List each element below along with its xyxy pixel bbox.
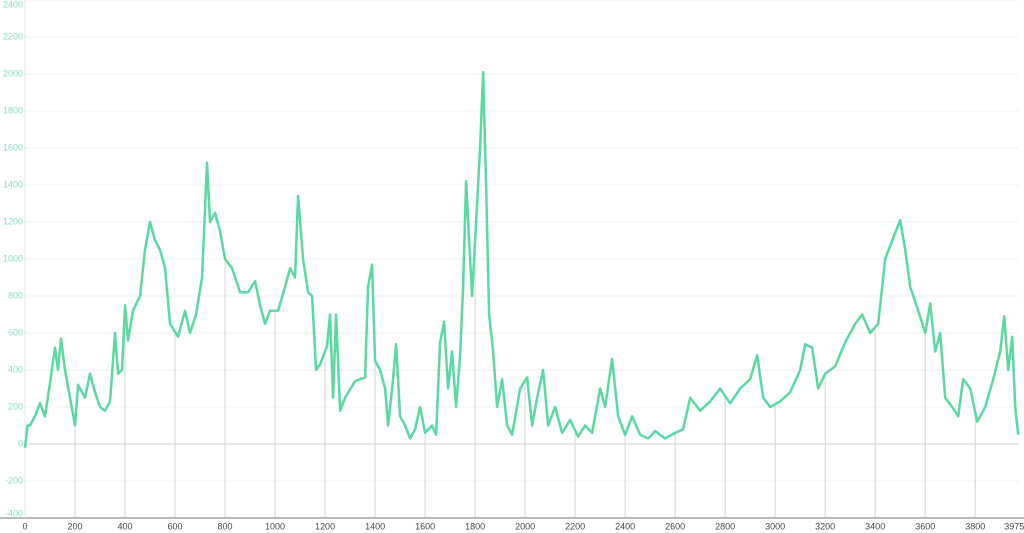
x-tick-label: 3200 — [815, 521, 835, 531]
x-tick-label: 200 — [67, 521, 82, 531]
y-tick-label: 200 — [8, 401, 23, 411]
y-tick-label: -400 — [5, 508, 23, 518]
y-tick-label: -200 — [5, 475, 23, 485]
y-tick-label: 1200 — [3, 216, 23, 226]
y-tick-label: 400 — [8, 364, 23, 374]
x-tick-label: 0 — [22, 521, 27, 531]
x-tick-label: 600 — [168, 521, 183, 531]
y-tick-label: 1600 — [3, 142, 23, 152]
x-tick-label: 3800 — [965, 521, 985, 531]
y-tick-label: 1800 — [3, 105, 23, 115]
x-tick-label: 2200 — [565, 521, 585, 531]
y-tick-label: 2200 — [3, 31, 23, 41]
y-tick-label: 1000 — [3, 253, 23, 263]
x-tick-label: 1800 — [465, 521, 485, 531]
x-tick-label: 3400 — [865, 521, 885, 531]
x-tick-label: 2800 — [715, 521, 735, 531]
x-tick-label: 2600 — [665, 521, 685, 531]
x-tick-label: 400 — [118, 521, 133, 531]
y-tick-label: 2400 — [3, 0, 23, 9]
y-tick-label: 2000 — [3, 68, 23, 78]
data-line — [23, 70, 1020, 448]
x-tick-label: 800 — [218, 521, 233, 531]
y-tick-label: 600 — [8, 327, 23, 337]
x-tick-label: 3975.1 — [1004, 521, 1024, 531]
x-tick-label: 1600 — [415, 521, 435, 531]
x-tick-label: 1200 — [315, 521, 335, 531]
x-tick-label: 1400 — [365, 521, 385, 531]
x-tick-label: 2000 — [515, 521, 535, 531]
y-tick-label: 1400 — [3, 179, 23, 189]
x-tick-label: 2400 — [615, 521, 635, 531]
y-tick-label: 800 — [8, 290, 23, 300]
x-tick-label: 3600 — [915, 521, 935, 531]
x-tick-label: 3000 — [765, 521, 785, 531]
y-tick-label: 0 — [18, 438, 23, 448]
x-tick-label: 1000 — [265, 521, 285, 531]
